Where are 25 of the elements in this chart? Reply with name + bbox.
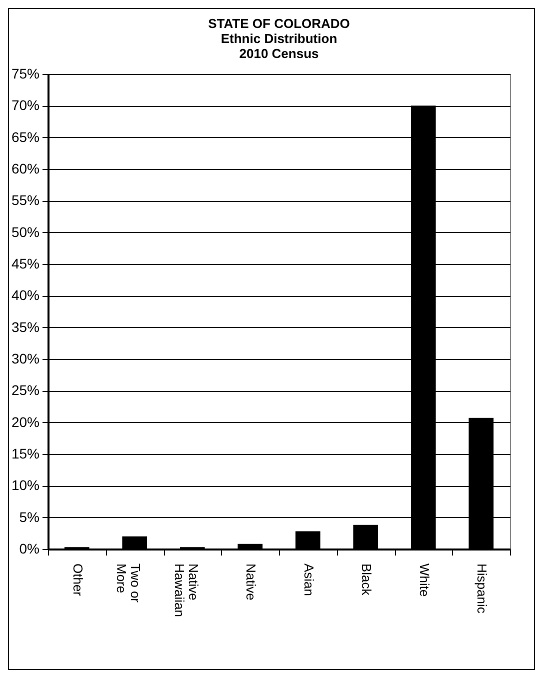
y-tick-label: 35% <box>11 318 40 335</box>
y-tick-label: 70% <box>11 97 40 114</box>
y-tick-label: 5% <box>19 508 40 525</box>
y-tick-label: 15% <box>11 446 40 462</box>
x-tick-label: Other <box>70 564 86 597</box>
x-tick-label: White <box>416 564 432 597</box>
x-tick-label: Two or More <box>114 564 144 604</box>
x-tick-label: Black <box>359 564 374 596</box>
y-tick-label: 25% <box>11 382 40 398</box>
y-tick-label: 30% <box>11 350 40 366</box>
y-tick-label: 55% <box>11 192 40 208</box>
y-tick-label: 75% <box>11 66 40 82</box>
x-tick-label: Hispanic <box>474 564 490 614</box>
y-tick-label: 60% <box>11 160 40 176</box>
y-tick-label: 20% <box>11 414 40 430</box>
x-tick-label: Asian <box>301 564 316 596</box>
x-tick-label: Native <box>244 564 259 600</box>
y-tick-label: 65% <box>11 128 40 145</box>
y-tick-label: 0% <box>19 540 40 556</box>
y-tick-label: 10% <box>11 477 40 494</box>
y-tick-label: 50% <box>11 224 40 240</box>
y-tick-label: 45% <box>11 256 40 272</box>
x-tick-label: Native Hawaiian <box>172 564 201 617</box>
chart-title: STATE OF COLORADO Ethnic Distribution 2010 Census <box>208 16 350 61</box>
y-tick-label: 40% <box>11 287 40 304</box>
